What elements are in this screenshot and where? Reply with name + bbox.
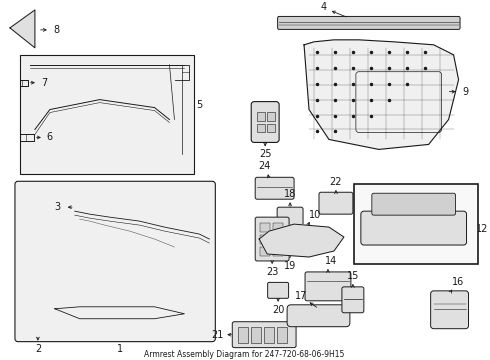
Text: 19: 19 [284, 261, 296, 271]
Bar [260, 223, 270, 232]
Bar [273, 235, 283, 244]
Bar [267, 112, 275, 121]
Text: 3: 3 [55, 202, 61, 212]
Text: 9: 9 [463, 87, 468, 96]
Bar [273, 223, 283, 232]
Text: 15: 15 [347, 271, 359, 281]
Bar [98, 204, 108, 211]
FancyBboxPatch shape [278, 17, 460, 30]
Text: 13: 13 [361, 237, 373, 247]
Text: 17: 17 [295, 291, 307, 301]
Text: 21: 21 [211, 330, 223, 340]
Text: 24: 24 [258, 161, 270, 171]
Bar [260, 247, 270, 256]
FancyBboxPatch shape [255, 177, 294, 199]
Bar [257, 112, 265, 121]
Text: 5: 5 [196, 100, 202, 109]
Text: 4: 4 [321, 2, 327, 12]
Text: 23: 23 [266, 267, 278, 277]
Text: 14: 14 [325, 256, 337, 266]
Bar [264, 327, 274, 343]
Text: 11: 11 [363, 187, 375, 197]
Bar [20, 55, 195, 174]
FancyBboxPatch shape [372, 193, 456, 215]
Bar [273, 247, 283, 256]
FancyBboxPatch shape [342, 287, 364, 313]
FancyBboxPatch shape [431, 291, 468, 329]
Bar [267, 123, 275, 132]
FancyBboxPatch shape [277, 237, 303, 253]
Text: 25: 25 [259, 149, 271, 159]
Text: 8: 8 [54, 25, 60, 35]
FancyBboxPatch shape [277, 207, 303, 225]
Text: 6: 6 [47, 132, 53, 143]
Text: 16: 16 [452, 277, 465, 287]
Circle shape [30, 319, 46, 335]
FancyBboxPatch shape [15, 181, 215, 342]
Text: 12: 12 [476, 224, 489, 234]
Polygon shape [304, 40, 459, 149]
FancyBboxPatch shape [361, 211, 466, 245]
Polygon shape [10, 10, 35, 48]
Bar [87, 204, 96, 211]
FancyBboxPatch shape [268, 282, 289, 298]
Bar [238, 327, 248, 343]
Text: 22: 22 [330, 177, 342, 187]
FancyBboxPatch shape [287, 305, 350, 327]
FancyBboxPatch shape [232, 322, 296, 348]
Polygon shape [259, 224, 344, 257]
Bar [75, 204, 84, 211]
FancyBboxPatch shape [251, 102, 279, 143]
Bar [257, 123, 265, 132]
Bar [111, 204, 120, 211]
Bar [260, 235, 270, 244]
Text: Armrest Assembly Diagram for 247-720-68-06-9H15: Armrest Assembly Diagram for 247-720-68-… [144, 350, 344, 359]
Polygon shape [55, 307, 184, 319]
Text: 18: 18 [284, 189, 296, 199]
Text: 10: 10 [309, 210, 321, 220]
Text: 20: 20 [272, 305, 284, 315]
FancyBboxPatch shape [305, 272, 351, 301]
Bar [277, 327, 287, 343]
FancyBboxPatch shape [22, 241, 103, 312]
Bar [354, 184, 479, 264]
Bar [251, 327, 261, 343]
Text: 2: 2 [35, 343, 41, 354]
FancyBboxPatch shape [255, 217, 289, 261]
FancyBboxPatch shape [319, 192, 353, 214]
Text: 7: 7 [41, 78, 47, 88]
Text: 1: 1 [117, 343, 122, 354]
